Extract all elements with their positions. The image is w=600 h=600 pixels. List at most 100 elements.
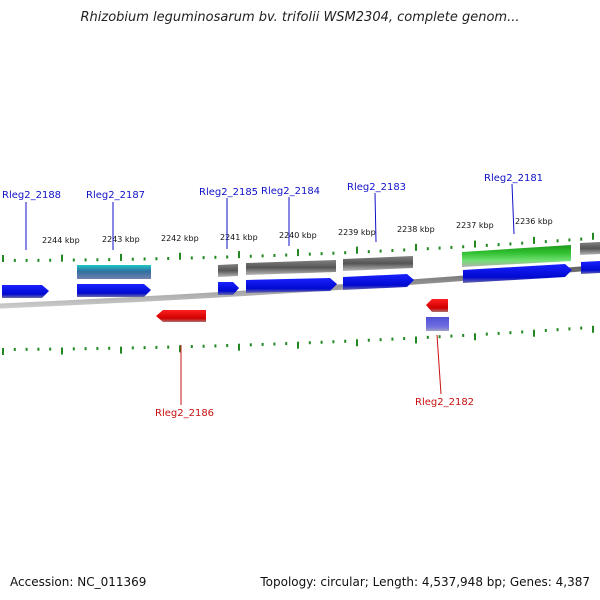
major-tick [120, 253, 122, 261]
minor-tick [72, 258, 75, 262]
outer-tick-row [2, 232, 594, 262]
minor-tick [84, 258, 87, 262]
cds-right-edge[interactable] [581, 261, 600, 274]
cds-rleg2-2187[interactable] [77, 284, 151, 297]
major-tick [356, 339, 358, 347]
cds-rleg2-2181[interactable] [463, 264, 572, 283]
minor-tick [25, 258, 28, 262]
minor-tick [143, 346, 146, 350]
minor-tick [25, 347, 28, 351]
minor-tick [37, 258, 40, 262]
feature-rleg2-2182-other[interactable] [426, 317, 449, 331]
major-tick [474, 333, 476, 341]
tick-label-2236: 2236 kbp [515, 217, 553, 226]
minor-tick [214, 344, 217, 348]
major-tick [61, 254, 63, 262]
minor-tick [155, 257, 158, 261]
minor-tick [568, 327, 571, 331]
minor-tick [521, 241, 524, 245]
major-tick [238, 343, 240, 351]
minor-tick [214, 255, 217, 259]
minor-tick [450, 334, 453, 338]
feature-rleg2-2185-gene[interactable] [218, 264, 238, 277]
feature-rleg2-2184-gene[interactable] [246, 260, 336, 275]
minor-tick [344, 251, 347, 255]
major-tick [2, 347, 4, 355]
feature-track-upper [77, 242, 600, 279]
major-tick [415, 336, 417, 344]
major-tick [297, 341, 299, 349]
minor-tick [131, 257, 134, 261]
minor-tick [556, 239, 559, 243]
minor-tick [249, 343, 252, 347]
cds-rleg2-2188[interactable] [2, 285, 49, 298]
tick-label-2244: 2244 kbp [42, 236, 80, 245]
gene-label-rleg2-2186[interactable]: Rleg2_2186 [155, 408, 214, 419]
minor-tick [308, 252, 311, 256]
tick-label-2238: 2238 kbp [397, 225, 435, 234]
map-title: Rhizobium leguminosarum bv. trifolii WSM… [80, 10, 520, 25]
minor-tick [155, 345, 158, 349]
feature-rleg2-2181-rna[interactable] [462, 245, 571, 267]
major-tick [533, 329, 535, 337]
minor-tick [568, 238, 571, 242]
minor-tick [344, 339, 347, 343]
minor-tick [509, 242, 512, 246]
cds-rleg2-2184[interactable] [246, 278, 337, 293]
minor-tick [190, 256, 193, 260]
minor-tick [544, 328, 547, 332]
minor-tick [379, 249, 382, 253]
minor-tick [367, 338, 370, 342]
minor-tick [249, 254, 252, 258]
minor-tick [438, 246, 441, 250]
minor-tick [403, 337, 406, 341]
major-tick [592, 232, 594, 240]
minor-tick [96, 258, 99, 262]
minor-tick [462, 245, 465, 249]
feature-right-edge-gene[interactable] [580, 242, 600, 255]
minor-tick [320, 340, 323, 344]
gene-label-rleg2-2185[interactable]: Rleg2_2185 [199, 187, 258, 198]
minor-tick [320, 252, 323, 256]
cds-rleg2-2186[interactable] [156, 310, 206, 322]
minor-tick [391, 249, 394, 253]
minor-tick [49, 258, 52, 262]
minor-tick [379, 338, 382, 342]
major-tick [120, 346, 122, 354]
minor-tick [261, 342, 264, 346]
gene-label-rleg2-2188[interactable]: Rleg2_2188 [2, 190, 61, 201]
minor-tick [72, 347, 75, 351]
feature-rleg2-2187-other[interactable] [77, 265, 151, 279]
tick-label-2243: 2243 kbp [102, 235, 140, 244]
minor-tick [509, 331, 512, 335]
cds-rleg2-2185[interactable] [218, 282, 239, 295]
label-leaders [25, 183, 515, 405]
minor-tick [367, 250, 370, 254]
major-tick [179, 345, 181, 353]
minor-tick [202, 256, 205, 260]
minor-tick [462, 333, 465, 337]
minor-tick [391, 337, 394, 341]
ruler-labels: 2244 kbp 2243 kbp 2242 kbp 2241 kbp 2240… [42, 217, 553, 245]
genome-backbone [0, 264, 600, 309]
gene-label-rleg2-2181[interactable]: Rleg2_2181 [484, 173, 543, 184]
gene-label-rleg2-2182[interactable]: Rleg2_2182 [415, 397, 474, 408]
minor-tick [285, 342, 288, 346]
gene-label-rleg2-2183[interactable]: Rleg2_2183 [347, 182, 406, 193]
minor-tick [143, 257, 146, 261]
minor-tick [485, 332, 488, 336]
minor-tick [96, 347, 99, 351]
feature-rleg2-2183-gene[interactable] [343, 256, 413, 271]
minor-tick [308, 341, 311, 345]
minor-tick [580, 237, 583, 241]
minor-tick [450, 245, 453, 249]
minor-tick [285, 253, 288, 257]
minor-tick [273, 342, 276, 346]
summary-text: Topology: circular; Length: 4,537,948 bp… [260, 575, 590, 589]
minor-tick [332, 251, 335, 255]
cds-rleg2-2183[interactable] [343, 274, 414, 290]
gene-label-rleg2-2184[interactable]: Rleg2_2184 [261, 186, 320, 197]
gene-label-rleg2-2187[interactable]: Rleg2_2187 [86, 190, 145, 201]
minor-tick [37, 347, 40, 351]
cds-rleg2-2182[interactable] [426, 299, 448, 312]
